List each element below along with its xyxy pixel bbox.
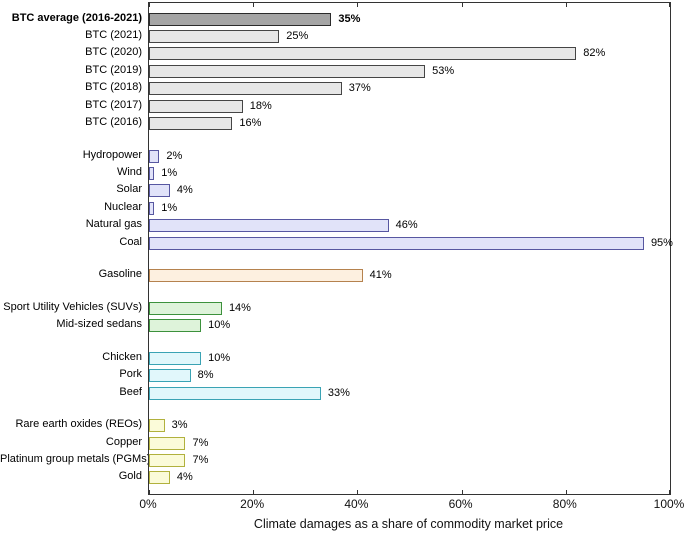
value-label: 14% xyxy=(228,301,251,314)
category-label: Rare earth oxides (REOs) xyxy=(15,418,142,431)
bar xyxy=(149,29,280,43)
axis-tick-top xyxy=(253,3,255,7)
category-label: BTC (2017) xyxy=(85,98,142,111)
axis-tick-bottom xyxy=(357,490,359,494)
axis-tick-top xyxy=(461,3,463,7)
value-label: 4% xyxy=(176,184,193,197)
category-label: Pork xyxy=(119,368,142,381)
x-axis-tick-label: 100% xyxy=(653,497,685,511)
category-label: BTC (2019) xyxy=(85,63,142,76)
bar xyxy=(149,201,155,215)
value-label: 16% xyxy=(239,116,262,129)
axis-tick-bottom xyxy=(565,490,567,494)
x-axis-tick-label: 80% xyxy=(552,497,577,511)
category-label: BTC average (2016-2021) xyxy=(11,11,142,24)
category-label: BTC (2021) xyxy=(85,28,142,41)
value-label: 1% xyxy=(161,166,178,179)
category-label: Gasoline xyxy=(98,268,142,281)
category-label: Copper xyxy=(105,435,142,448)
category-label: BTC (2020) xyxy=(85,46,142,59)
bar xyxy=(149,64,426,78)
value-label: 25% xyxy=(286,29,309,42)
value-label: 35% xyxy=(338,12,361,25)
axis-tick-bottom xyxy=(149,490,150,494)
category-labels: BTC average (2016-2021) BTC (2021) BTC (20… xyxy=(0,2,151,493)
category-label: BTC (2016) xyxy=(85,115,142,128)
category-label: Gold xyxy=(118,470,142,483)
category-label: Beef xyxy=(119,385,142,398)
value-label: 10% xyxy=(208,319,231,332)
category-label: Nuclear xyxy=(104,200,142,213)
axis-tick-bottom xyxy=(253,490,255,494)
x-axis-tick-label: 0% xyxy=(139,497,157,511)
value-label: 2% xyxy=(166,149,183,162)
category-label: Chicken xyxy=(102,350,142,363)
bar xyxy=(149,82,342,96)
value-label: 3% xyxy=(171,419,188,432)
value-label: 7% xyxy=(192,436,209,449)
x-axis-tick-label: 20% xyxy=(240,497,265,511)
plot-area: 35% 25% 82% 53% 37% 18% 16% 2% 1% 4% 1% 46% 95% 41% 14… xyxy=(148,2,673,495)
value-label: 41% xyxy=(369,269,392,282)
bar xyxy=(149,471,170,485)
value-label: 95% xyxy=(650,236,673,249)
bar xyxy=(149,436,186,450)
bar xyxy=(149,351,202,365)
value-label: 4% xyxy=(176,471,193,484)
value-label: 53% xyxy=(432,64,455,77)
bar xyxy=(149,319,202,333)
bar xyxy=(149,99,243,113)
axis-tick-top xyxy=(357,3,359,7)
category-label: Solar xyxy=(116,183,142,196)
value-label: 82% xyxy=(583,47,606,60)
axis-tick-top xyxy=(669,3,670,7)
bar xyxy=(149,166,155,180)
x-axis-tick-label: 60% xyxy=(448,497,473,511)
bar xyxy=(149,419,165,433)
category-label: Natural gas xyxy=(85,218,142,231)
value-label: 7% xyxy=(192,453,209,466)
category-label: Sport Utility Vehicles (SUVs) xyxy=(3,300,142,313)
value-label: 8% xyxy=(197,369,214,382)
bar xyxy=(149,386,321,400)
bar xyxy=(149,149,160,163)
x-axis-tick-label: 40% xyxy=(344,497,369,511)
bar xyxy=(149,369,191,383)
bar xyxy=(149,47,577,61)
value-label: 10% xyxy=(208,351,231,364)
category-label: Wind xyxy=(116,165,142,178)
bar xyxy=(149,116,233,130)
category-label: Coal xyxy=(119,235,142,248)
axis-tick-top xyxy=(565,3,567,7)
bar xyxy=(149,301,222,315)
category-label: BTC (2018) xyxy=(85,81,142,94)
category-label: Hydropower xyxy=(82,148,142,161)
value-label: 1% xyxy=(161,201,178,214)
bar xyxy=(149,236,644,250)
bar xyxy=(149,453,186,467)
bar xyxy=(149,184,170,198)
bar xyxy=(149,269,363,283)
axis-tick-top xyxy=(149,3,150,7)
value-label: 46% xyxy=(395,219,418,232)
bar xyxy=(149,12,332,26)
value-label: 37% xyxy=(348,82,371,95)
bar xyxy=(149,219,389,233)
value-label: 33% xyxy=(327,386,350,399)
category-label: Mid-sized sedans xyxy=(56,318,142,331)
value-label: 18% xyxy=(249,99,272,112)
x-axis-title: Climate damages as a share of commodity … xyxy=(253,517,564,531)
axis-tick-bottom xyxy=(461,490,463,494)
category-label: Platinum group metals (PGMs) xyxy=(0,452,151,465)
axis-tick-bottom xyxy=(669,490,670,494)
